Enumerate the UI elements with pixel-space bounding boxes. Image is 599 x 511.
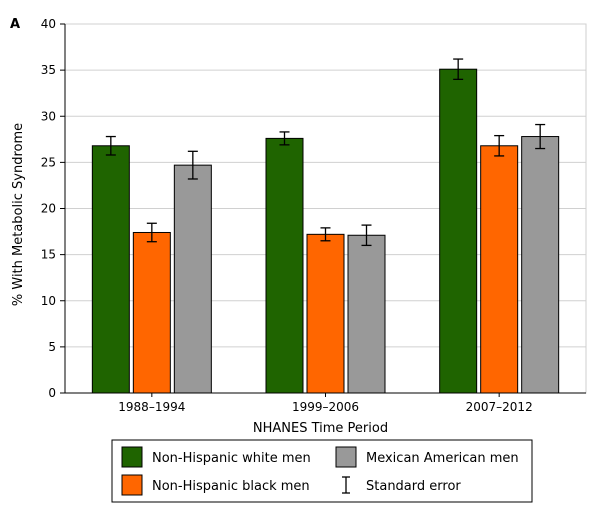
y-tick-label: 20 xyxy=(41,202,56,216)
x-axis-title: NHANES Time Period xyxy=(253,421,388,436)
bar xyxy=(91,145,130,394)
x-tick-label: 1988–1994 xyxy=(118,400,185,414)
error-bars xyxy=(105,58,546,247)
bar xyxy=(439,68,478,394)
panel-label: A xyxy=(10,17,20,32)
y-axis-title: % With Metabolic Syndrome xyxy=(11,123,26,306)
bar xyxy=(521,136,560,394)
legend: Non-Hispanic white men Mexican American m… xyxy=(111,439,533,503)
legend-label: Non-Hispanic white men xyxy=(152,451,311,466)
y-tick-label: 15 xyxy=(41,248,56,262)
bars xyxy=(91,68,560,394)
tick-labels: 0 5 10 15 20 25 30 35 40 1988–1994 1999–2006 2007–2… xyxy=(41,17,533,414)
y-tick-label: 5 xyxy=(48,340,56,354)
y-tick-label: 30 xyxy=(41,109,56,123)
x-tick-label: 2007–2012 xyxy=(466,400,533,414)
legend-label: Non-Hispanic black men xyxy=(152,479,310,494)
legend-label: Mexican American men xyxy=(366,451,519,466)
bar xyxy=(480,145,519,394)
bar xyxy=(265,137,304,394)
legend-label: Standard error xyxy=(366,479,461,494)
y-tick-label: 40 xyxy=(41,17,56,31)
y-tick-label: 10 xyxy=(41,294,56,308)
bar xyxy=(173,164,212,394)
axes xyxy=(60,23,586,397)
y-tick-label: 35 xyxy=(41,63,56,77)
bar xyxy=(306,233,345,394)
y-tick-label: 0 xyxy=(48,386,56,400)
y-tick-label: 25 xyxy=(41,155,56,169)
bar xyxy=(132,231,171,394)
legend-box xyxy=(111,439,533,503)
legend-swatch xyxy=(335,446,357,468)
legend-swatch xyxy=(121,474,143,496)
x-tick-label: 1999–2006 xyxy=(292,400,359,414)
bar xyxy=(347,234,386,394)
legend-swatch xyxy=(121,446,143,468)
